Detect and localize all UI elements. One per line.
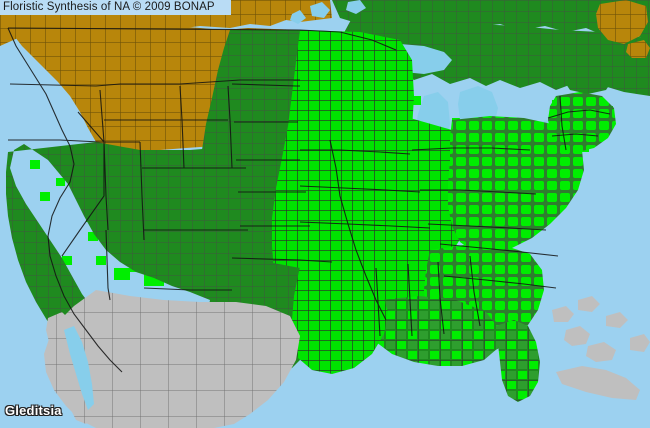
map-title-bar: Floristic Synthesis of NA © 2009 BONAP — [0, 0, 231, 15]
map-title-text: Floristic Synthesis of NA © 2009 BONAP — [3, 1, 215, 13]
taxon-name-label: Gleditsia — [5, 403, 62, 418]
